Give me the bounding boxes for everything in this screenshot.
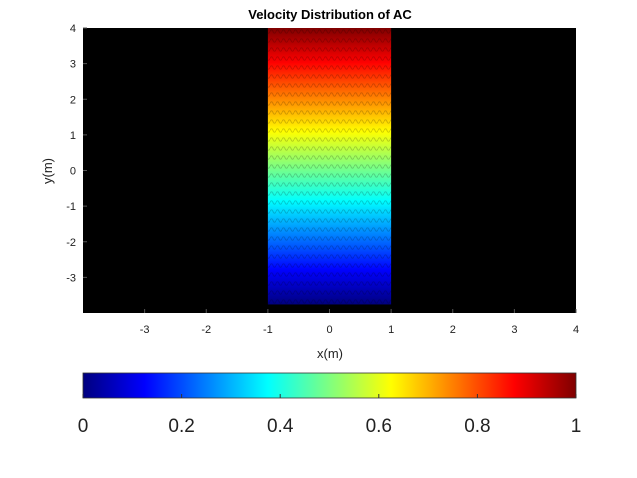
x-tick-label: 2 <box>450 324 456 336</box>
y-tick-label: 2 <box>70 94 76 106</box>
x-tick-label: -3 <box>140 324 150 336</box>
x-axis-ticks: -3 -2 -1 0 1 2 3 4 <box>140 309 579 336</box>
colorbar-ticks: 0 0.2 0.4 0.6 0.8 1 <box>78 394 582 437</box>
colorbar-tick-label: 0.4 <box>267 416 294 437</box>
x-tick-label: 0 <box>326 324 332 336</box>
colorbar <box>82 372 577 399</box>
colorbar-tick-label: 0.8 <box>464 416 490 437</box>
velocity-ripple-texture <box>267 28 392 305</box>
y-tick-label: 0 <box>70 166 76 178</box>
x-tick-label: 1 <box>388 324 394 336</box>
x-axis-label: x(m) <box>317 346 343 361</box>
x-tick-label: 4 <box>573 324 579 336</box>
colorbar-tick-label: 1 <box>571 416 582 437</box>
y-tick-label: 1 <box>70 130 76 142</box>
chart-title: Velocity Distribution of AC <box>248 7 412 22</box>
y-tick-label: 4 <box>70 23 76 35</box>
y-axis-ticks: -3 -2 -1 0 1 2 3 4 <box>66 23 87 284</box>
x-tick-label: 3 <box>511 324 517 336</box>
x-tick-label: -2 <box>201 324 211 336</box>
y-tick-label: -2 <box>66 237 76 249</box>
y-axis-label: y(m) <box>40 158 55 184</box>
x-tick-label: -1 <box>263 324 273 336</box>
colorbar-tick-label: 0.6 <box>366 416 392 437</box>
colorbar-tick-label: 0.2 <box>168 416 194 437</box>
y-tick-label: -3 <box>66 272 76 284</box>
y-tick-label: 3 <box>70 59 76 71</box>
y-tick-label: -1 <box>66 201 76 213</box>
colorbar-tick-label: 0 <box>78 416 89 437</box>
